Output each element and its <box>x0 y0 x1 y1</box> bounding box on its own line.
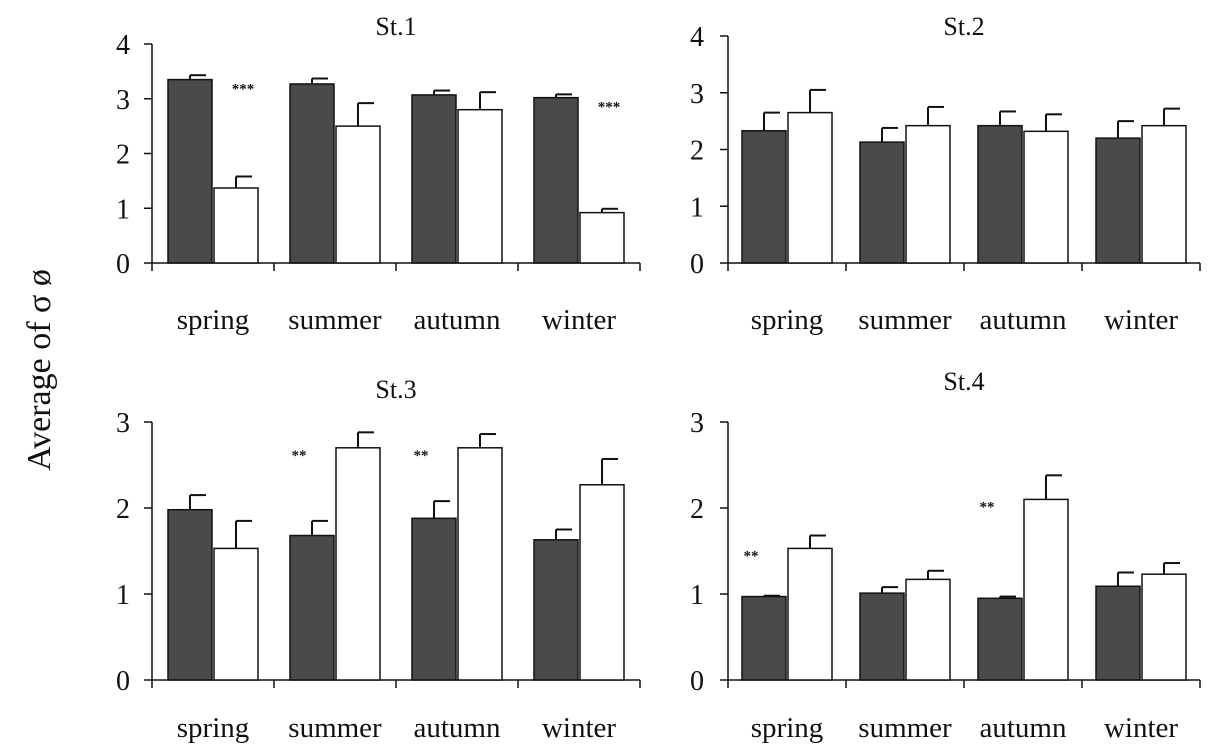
y-tick-label: 0 <box>116 249 130 280</box>
bar-summer-s2 <box>335 125 381 264</box>
category-label-winter: winter <box>1104 304 1178 336</box>
y-tick-label: 0 <box>116 666 130 697</box>
category-label-winter: winter <box>542 712 616 744</box>
category-label-autumn: autumn <box>414 304 501 336</box>
y-tick-label: 3 <box>690 79 704 110</box>
y-tick-label: 1 <box>116 194 130 225</box>
significance-marker: ** <box>414 448 429 464</box>
y-tick-label: 4 <box>116 30 130 61</box>
bar-winter-s2 <box>1141 573 1187 681</box>
category-label-spring: spring <box>177 304 250 336</box>
bar-winter-s2 <box>579 484 625 681</box>
bar-winter-s1 <box>533 539 579 681</box>
bar-summer-s1 <box>859 592 905 681</box>
category-label-spring: spring <box>177 712 250 744</box>
bar-summer-s1 <box>289 534 335 681</box>
category-label-summer: summer <box>858 304 952 336</box>
bar-spring-s1 <box>167 78 213 264</box>
chart-title: St.3 <box>375 375 416 404</box>
chart-title: St.4 <box>943 367 984 396</box>
significance-marker: *** <box>598 100 621 116</box>
bar-winter-s2 <box>579 211 625 264</box>
category-label-spring: spring <box>751 712 824 744</box>
bar-winter-s1 <box>533 96 579 264</box>
bar-summer-s2 <box>905 124 951 264</box>
significance-marker: *** <box>232 82 255 98</box>
category-label-summer: summer <box>858 712 952 744</box>
y-tick-label: 0 <box>690 249 704 280</box>
bar-spring-s2 <box>213 187 259 264</box>
significance-marker: ** <box>744 548 759 564</box>
bar-summer-s1 <box>859 141 905 264</box>
bar-autumn-s2 <box>457 108 503 264</box>
chart-panel-2: St.2 0 1 2 3 4 spring summer autumn winter <box>690 12 1201 336</box>
category-label-autumn: autumn <box>980 712 1067 744</box>
bar-autumn-s2 <box>1023 498 1069 681</box>
significance-marker: ** <box>980 499 995 515</box>
bar-summer-s2 <box>335 447 381 681</box>
y-tick-label: 1 <box>690 192 704 223</box>
y-tick-label: 1 <box>690 580 704 611</box>
category-label-spring: spring <box>751 304 824 336</box>
bar-autumn-s2 <box>457 447 503 681</box>
y-tick-label: 2 <box>690 136 704 167</box>
y-tick-label: 2 <box>116 140 130 171</box>
category-label-summer: summer <box>288 304 382 336</box>
bar-autumn-s2 <box>1023 130 1069 264</box>
y-tick-label: 2 <box>690 494 704 525</box>
bar-spring-s1 <box>741 595 787 681</box>
significance-marker: ** <box>292 448 307 464</box>
category-label-autumn: autumn <box>980 304 1067 336</box>
bar-summer-s1 <box>289 83 335 264</box>
chart-panel-3: St.3 0 1 2 3 spring summer autumn winter ** ** <box>116 375 641 744</box>
category-label-winter: winter <box>1104 712 1178 744</box>
bar-spring-s2 <box>787 111 833 264</box>
y-tick-label: 3 <box>690 408 704 439</box>
bar-summer-s2 <box>905 578 951 681</box>
bar-autumn-s1 <box>411 517 457 681</box>
y-tick-label: 3 <box>116 85 130 116</box>
bar-spring-s1 <box>741 130 787 264</box>
chart-title: St.1 <box>375 12 416 41</box>
y-tick-label: 2 <box>116 494 130 525</box>
y-tick-label: 4 <box>690 22 704 53</box>
category-label-winter: winter <box>542 304 616 336</box>
y-axis-label: Average of σ ø <box>21 269 58 471</box>
bar-spring-s2 <box>787 547 833 681</box>
category-label-autumn: autumn <box>414 712 501 744</box>
y-tick-label: 3 <box>116 408 130 439</box>
category-label-summer: summer <box>288 712 382 744</box>
y-tick-label: 1 <box>116 580 130 611</box>
bar-winter-s1 <box>1095 585 1141 681</box>
chart-panel-1: St.1 0 1 2 3 4 spring summer autumn winter *** *** <box>116 12 641 336</box>
bar-winter-s1 <box>1095 137 1141 264</box>
chart-title: St.2 <box>943 12 984 41</box>
bar-spring-s1 <box>167 508 213 681</box>
bar-autumn-s1 <box>411 94 457 264</box>
bar-winter-s2 <box>1141 124 1187 264</box>
bar-autumn-s1 <box>977 124 1023 264</box>
y-tick-label: 0 <box>690 666 704 697</box>
bar-spring-s2 <box>213 547 259 681</box>
bar-autumn-s1 <box>977 597 1023 681</box>
chart-panel-4: St.4 0 1 2 3 spring summer autumn winter ** ** <box>690 367 1201 744</box>
